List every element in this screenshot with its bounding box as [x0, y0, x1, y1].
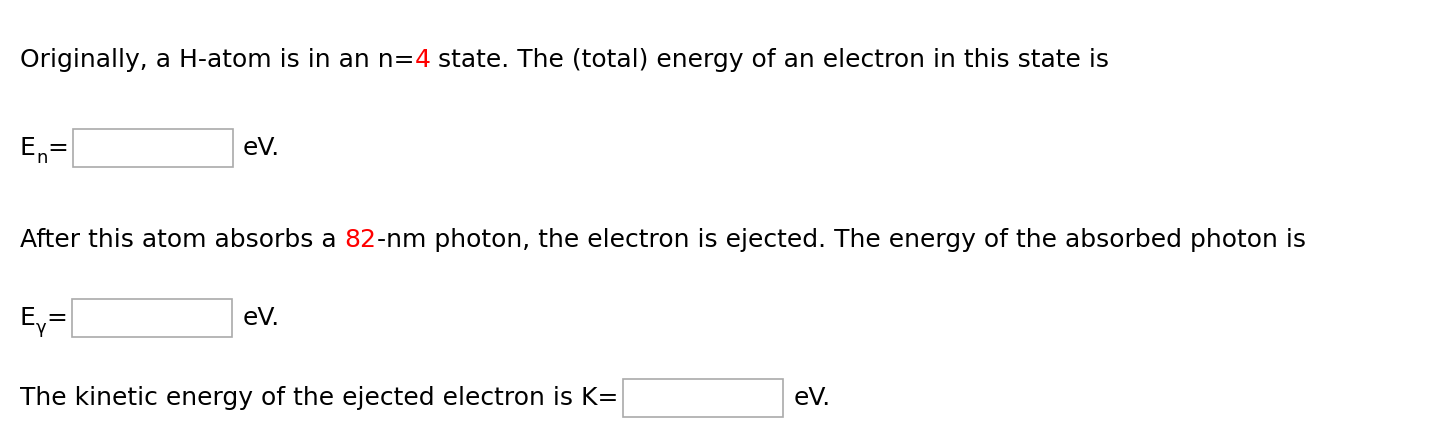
Text: state. The (total) energy of an electron in this state is: state. The (total) energy of an electron…: [430, 48, 1109, 72]
Text: =: =: [48, 136, 68, 160]
Text: -nm photon, the electron is ejected. The energy of the absorbed photon is: -nm photon, the electron is ejected. The…: [376, 228, 1306, 252]
Text: n: n: [36, 149, 48, 167]
Text: 82: 82: [345, 228, 376, 252]
Bar: [72, 299, 232, 337]
Text: eV.: eV.: [794, 386, 831, 410]
Text: E: E: [20, 136, 36, 160]
Bar: [624, 379, 783, 417]
Bar: [74, 129, 233, 167]
Text: Originally, a H-atom is in an n=: Originally, a H-atom is in an n=: [20, 48, 414, 72]
Text: eV.: eV.: [243, 136, 281, 160]
Text: The kinetic energy of the ejected electron is K=: The kinetic energy of the ejected electr…: [20, 386, 618, 410]
Text: E: E: [20, 306, 36, 330]
Text: =: =: [46, 306, 68, 330]
Text: After this atom absorbs a: After this atom absorbs a: [20, 228, 345, 252]
Text: 4: 4: [414, 48, 430, 72]
Text: γ: γ: [36, 319, 46, 337]
Text: eV.: eV.: [242, 306, 279, 330]
